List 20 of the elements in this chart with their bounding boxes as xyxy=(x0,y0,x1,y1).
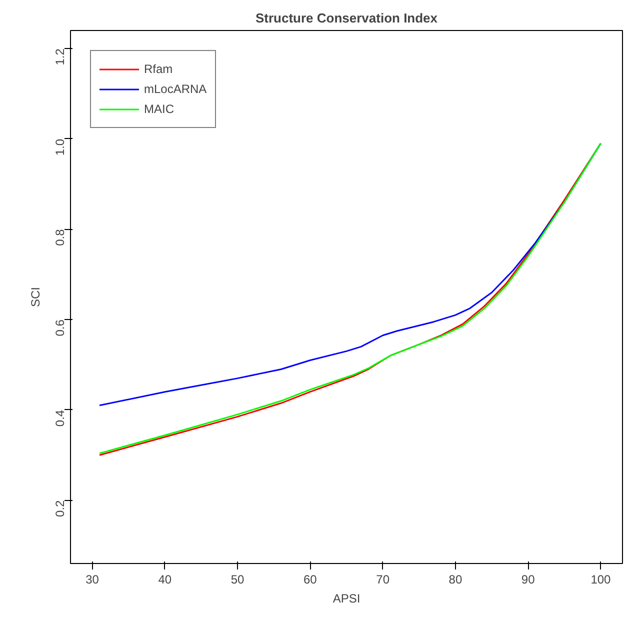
x-tick-label: 50 xyxy=(230,572,245,586)
y-axis-title: SCI xyxy=(28,286,42,307)
y-tick-label: 1.2 xyxy=(53,48,67,66)
x-tick-label: 90 xyxy=(521,572,536,586)
x-tick-label: 80 xyxy=(448,572,462,586)
y-tick-label: 0.8 xyxy=(53,228,67,246)
x-tick-label: 100 xyxy=(590,572,612,586)
legend-label: MAIC xyxy=(144,102,174,116)
x-tick-label: 40 xyxy=(158,572,172,586)
chart-title: Structure Conservation Index xyxy=(255,10,438,26)
y-tick-label: 0.6 xyxy=(53,319,67,336)
x-tick-label: 70 xyxy=(376,572,390,586)
legend-label: mLocARNA xyxy=(144,82,207,96)
x-axis-title: APSI xyxy=(332,592,360,606)
y-tick-label: 0.2 xyxy=(53,500,67,517)
x-tick-label: 60 xyxy=(304,572,318,586)
x-tick-label: 30 xyxy=(86,572,100,586)
legend-label: Rfam xyxy=(144,62,173,76)
y-tick-label: 0.4 xyxy=(53,410,67,427)
y-tick-label: 1.0 xyxy=(53,138,67,156)
